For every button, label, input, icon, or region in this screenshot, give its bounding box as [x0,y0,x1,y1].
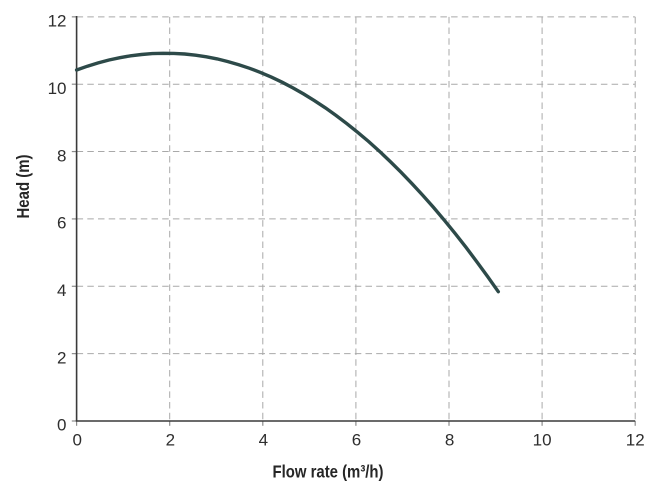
svg-text:0: 0 [72,431,81,450]
svg-text:8: 8 [445,431,454,450]
svg-text:10: 10 [533,431,552,450]
svg-text:Head (m): Head (m) [13,155,33,219]
svg-text:4: 4 [57,281,66,300]
svg-text:6: 6 [57,214,66,233]
svg-text:12: 12 [48,12,67,31]
svg-text:0: 0 [57,416,66,435]
svg-text:Flow rate (m³/h): Flow rate (m³/h) [273,461,384,481]
svg-text:8: 8 [57,146,66,165]
svg-text:10: 10 [48,79,67,98]
svg-text:6: 6 [352,431,361,450]
svg-text:2: 2 [57,348,66,367]
svg-text:2: 2 [166,431,175,450]
svg-text:12: 12 [626,431,645,450]
svg-text:4: 4 [259,431,268,450]
